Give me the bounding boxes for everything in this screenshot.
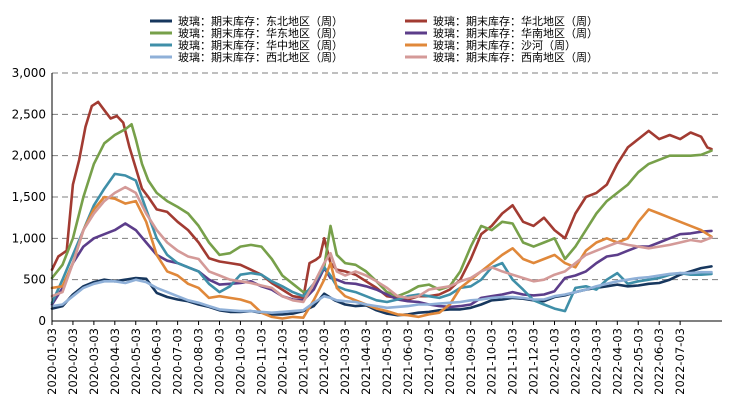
y-tick-label: 1,000	[12, 231, 46, 245]
x-tick-label: 2021-08-03	[443, 328, 457, 395]
x-tick-label: 2021-09-03	[464, 328, 478, 395]
legend-item: 玻璃：期末库存：沙河（周）	[405, 38, 576, 52]
x-tick-label: 2020-02-03	[66, 328, 80, 395]
legend-item: 玻璃：期末库存：东北地区（周）	[150, 14, 343, 28]
x-tick-label: 2022-01-03	[548, 328, 562, 395]
legend-label: 玻璃：期末库存：华东地区（周）	[178, 26, 343, 40]
x-tick-label: 2022-07-03	[673, 328, 687, 395]
x-tick-label: 2021-10-03	[485, 328, 499, 395]
x-tick-label: 2022-03-03	[589, 328, 603, 395]
x-tick-label: 2021-07-03	[422, 328, 436, 395]
x-tick-label: 2021-02-03	[317, 328, 331, 395]
x-tick-label: 2020-10-03	[233, 328, 247, 395]
legend-label: 玻璃：期末库存：西南地区（周）	[433, 50, 598, 64]
legend-item: 玻璃：期末库存：西北地区（周）	[150, 50, 343, 64]
x-tick-label: 2020-03-03	[87, 328, 101, 395]
legend-item: 玻璃：期末库存：华中地区（周）	[150, 38, 343, 52]
legend-label: 玻璃：期末库存：东北地区（周）	[178, 14, 343, 28]
legend-label: 玻璃：期末库存：华南地区（周）	[433, 26, 598, 40]
series-layer	[50, 100, 713, 320]
legend-item: 玻璃：期末库存：西南地区（周）	[405, 50, 598, 64]
legend: 玻璃：期末库存：东北地区（周） 玻璃：期末库存：华北地区（周） 玻璃：期末库存：华东…	[150, 14, 598, 64]
x-tick-label: 2020-06-03	[150, 328, 164, 395]
series-line-5	[50, 195, 713, 320]
series-line-7	[50, 185, 713, 304]
x-tick-label: 2020-01-03	[45, 328, 59, 395]
x-tick-label: 2020-05-03	[129, 328, 143, 395]
x-tick-label: 2022-04-03	[610, 328, 624, 395]
x-tick-label: 2021-04-03	[359, 328, 373, 395]
legend-item: 玻璃：期末库存：华东地区（周）	[150, 26, 343, 40]
series-line-6	[50, 270, 713, 314]
series-line-2	[50, 123, 713, 298]
legend-item: 玻璃：期末库存：华北地区（周）	[405, 14, 598, 28]
series-line-3	[50, 222, 713, 309]
x-tick-label: 2022-02-03	[568, 328, 582, 395]
x-tick-label: 2020-07-03	[171, 328, 185, 395]
x-tick-label: 2021-11-03	[506, 328, 520, 395]
x-tick-label: 2022-06-03	[652, 328, 666, 395]
legend-label: 玻璃：期末库存：华中地区（周）	[178, 38, 343, 52]
y-tick-label: 0	[38, 314, 46, 328]
series-line-1	[50, 100, 713, 301]
series-line-0	[50, 265, 713, 317]
x-tick-label: 2020-09-03	[213, 328, 227, 395]
y-tick-label: 3,000	[12, 66, 46, 80]
legend-label: 玻璃：期末库存：沙河（周）	[433, 38, 576, 52]
y-tick-label: 500	[23, 273, 46, 287]
x-tick-label: 2022-05-03	[631, 328, 645, 395]
y-tick-label: 1,500	[12, 190, 46, 204]
x-tick-label: 2020-11-03	[254, 328, 268, 395]
x-tick-label: 2020-04-03	[108, 328, 122, 395]
x-tick-label: 2021-03-03	[338, 328, 352, 395]
legend-label: 玻璃：期末库存：华北地区（周）	[433, 14, 598, 28]
axes: 0 500 1,000 1,500 2,000 2,500 3,000 2020-01-03 2…	[12, 66, 722, 395]
x-tick-label: 2021-06-03	[401, 328, 415, 395]
x-tick-label: 2021-01-03	[296, 328, 310, 395]
x-tick-label: 2020-08-03	[192, 328, 206, 395]
x-tick-label: 2020-12-03	[275, 328, 289, 395]
x-tick-label: 2021-05-03	[380, 328, 394, 395]
y-tick-label: 2,500	[12, 107, 46, 121]
legend-item: 玻璃：期末库存：华南地区（周）	[405, 26, 598, 40]
x-tick-label: 2021-12-03	[527, 328, 541, 395]
y-tick-label: 2,000	[12, 149, 46, 163]
legend-label: 玻璃：期末库存：西北地区（周）	[178, 50, 343, 64]
